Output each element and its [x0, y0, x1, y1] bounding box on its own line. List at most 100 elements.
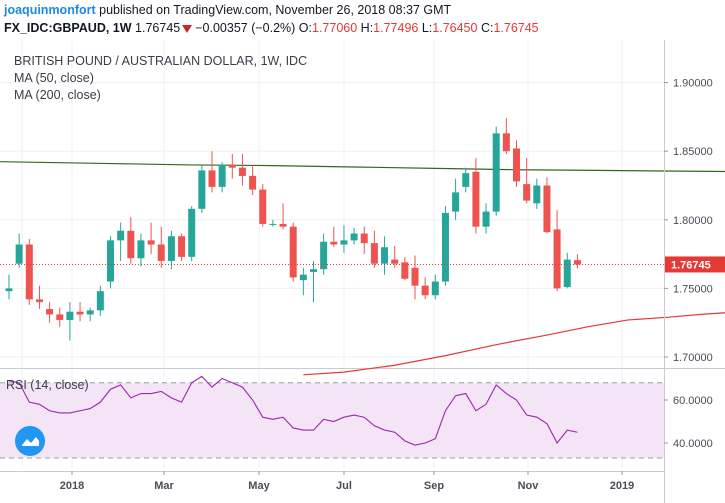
candle-body [66, 311, 74, 320]
candle [513, 140, 520, 187]
candle [492, 126, 500, 216]
candle [238, 153, 246, 186]
candle [127, 217, 135, 264]
candle-body [56, 314, 64, 320]
published-text: published on TradingView.com, November 2… [99, 3, 452, 17]
down-arrow-icon [182, 24, 193, 33]
candle-body [340, 240, 348, 245]
candle-body [259, 189, 267, 224]
price-tick-label: 1.80000 [673, 215, 713, 227]
candle [441, 206, 449, 286]
candle [370, 230, 378, 268]
candle [157, 226, 165, 268]
candle-body [513, 148, 520, 182]
candle-body [249, 175, 257, 190]
candle [310, 260, 317, 303]
rsi-pane[interactable] [0, 375, 664, 459]
candle-body [492, 133, 500, 212]
time-tick-label: 2018 [60, 480, 84, 492]
candle-body [411, 267, 419, 286]
time-tick-label: Jul [336, 480, 352, 492]
candle-body [238, 167, 246, 176]
candle-body [147, 240, 155, 245]
candle-body [452, 192, 460, 212]
candle [35, 285, 43, 309]
candle-body [289, 226, 297, 278]
time-tick-label: 2019 [610, 480, 634, 492]
publish-line: joaquinmonfort published on TradingView.… [4, 3, 451, 17]
candle [523, 158, 531, 204]
ma50-legend: MA (50, close) [14, 71, 94, 85]
candle-body [178, 236, 186, 257]
candle [330, 226, 338, 248]
candle-body [218, 164, 226, 187]
candle-body [269, 223, 277, 225]
close-value: 1.76745 [493, 21, 539, 35]
candle [107, 236, 114, 289]
candle-body [563, 259, 571, 288]
candle [472, 158, 480, 234]
time-tick-label: Sep [424, 480, 444, 492]
low-value: 1.76450 [432, 21, 478, 35]
candle [167, 230, 175, 270]
candle [86, 307, 94, 322]
candle [543, 177, 551, 234]
candle-body [482, 211, 490, 227]
candle-body [96, 291, 104, 311]
candle-body [107, 240, 114, 282]
candle-body [381, 247, 389, 264]
ma200-path [0, 161, 725, 173]
main-pane[interactable] [0, 40, 664, 368]
author-link[interactable]: joaquinmonfort [4, 3, 96, 17]
price-axis[interactable]: 1.70000 1.75000 1.80000 1.85000 1.90000 1.767… [664, 40, 725, 503]
candle-body [523, 184, 531, 201]
candle-body [462, 173, 470, 187]
high-value: 1.77496 [373, 21, 419, 35]
candle-body [320, 241, 328, 270]
candle-body [533, 185, 541, 204]
candle-body [5, 288, 13, 292]
candle [289, 222, 297, 282]
candle [96, 285, 104, 316]
candle [553, 210, 561, 292]
candle-body [188, 208, 196, 257]
open-value: 1.77060 [312, 21, 358, 35]
rsi-legend: RSI (14, close) [6, 378, 89, 392]
candle [198, 164, 206, 213]
candle [360, 226, 368, 255]
candle [452, 178, 460, 220]
last-price-label: 1.76745 [671, 259, 711, 271]
candle [401, 256, 409, 281]
last-price-text: 1.76745 [135, 21, 181, 35]
price-tick-label: 1.70000 [673, 352, 713, 364]
candle [56, 307, 64, 327]
candle [178, 233, 186, 261]
time-axis[interactable]: 2018 Mar May Jul Sep Nov 2019 [0, 471, 664, 492]
rsi-tick-label: 60.0000 [673, 395, 713, 407]
candle [462, 167, 470, 193]
candle-body [502, 133, 510, 152]
candle-body [228, 164, 236, 168]
candle-body [279, 223, 287, 227]
candle-body [127, 230, 135, 259]
candle-body [350, 233, 358, 241]
symbol-line: FX_IDC:GBPAUD, 1W 1.76745 −0.00357 (−0.2%… [4, 21, 539, 35]
ma50-path [303, 312, 725, 376]
candle [299, 267, 307, 296]
candle [66, 302, 74, 341]
candle-body [167, 236, 175, 261]
price-tick-label: 1.85000 [673, 146, 713, 158]
candle [249, 164, 257, 196]
candle [137, 233, 145, 267]
candle [482, 203, 490, 234]
candle-body [441, 212, 449, 282]
change-text: −0.00357 (−0.2%) [195, 21, 296, 35]
last-price-badge [665, 256, 725, 273]
ma200-line [0, 161, 725, 173]
time-tick-label: Nov [518, 480, 540, 492]
candle [5, 274, 13, 300]
candle [228, 153, 236, 179]
ma200-legend: MA (200, close) [14, 88, 101, 102]
price-tick-label: 1.90000 [673, 78, 713, 90]
